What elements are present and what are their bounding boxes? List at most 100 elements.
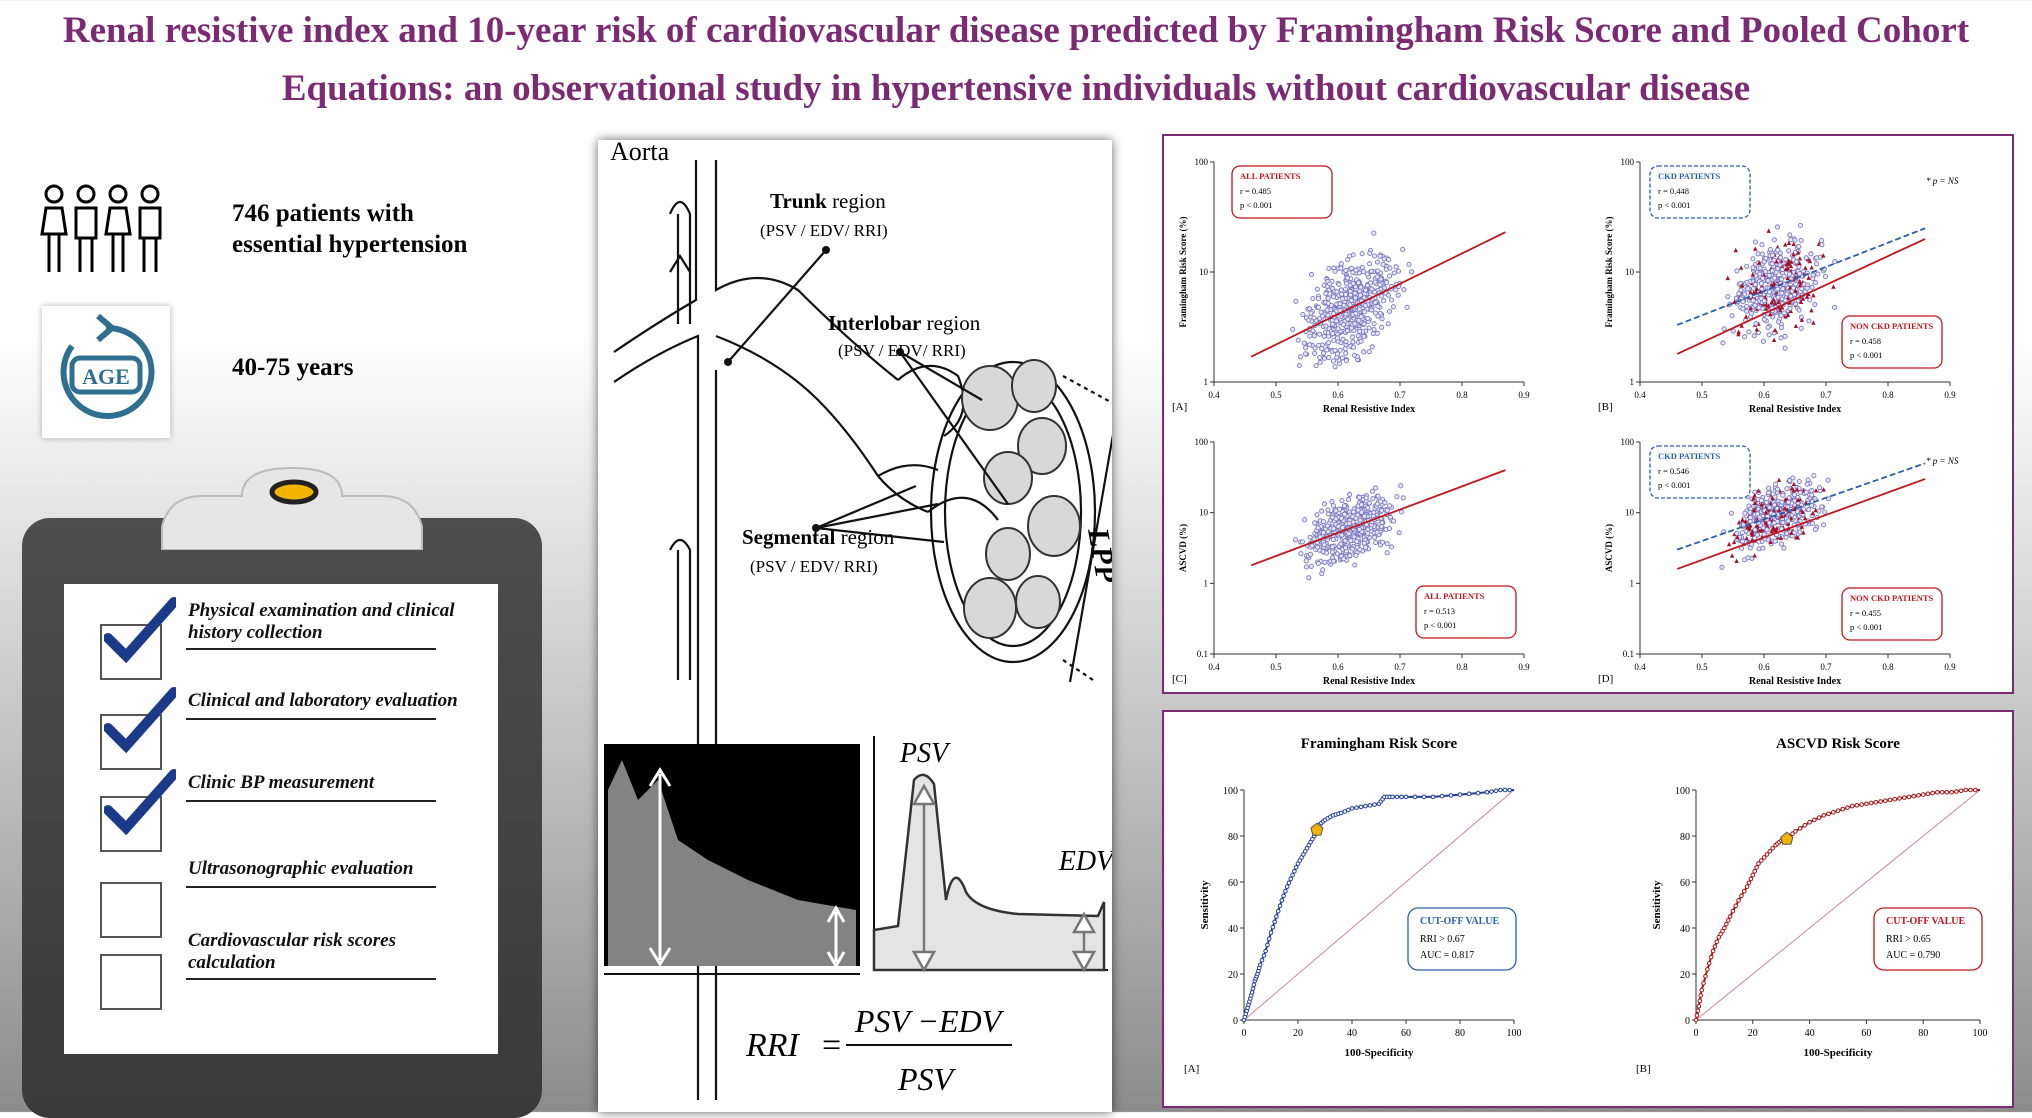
cutoff-box-frame	[1407, 907, 1517, 971]
roc-point	[1859, 802, 1864, 807]
data-point	[1783, 534, 1789, 540]
data-point	[1398, 483, 1404, 489]
svg-text:(PSV / EDV/ RRI): (PSV / EDV/ RRI)	[760, 221, 888, 240]
regression-line	[1250, 231, 1506, 358]
roc-point	[1249, 990, 1255, 995]
data-point	[1365, 505, 1371, 511]
data-point	[1767, 246, 1773, 253]
data-point	[1788, 263, 1794, 269]
check-mark-icon	[103, 594, 179, 671]
data-point	[1370, 496, 1376, 502]
data-point	[1388, 544, 1395, 550]
data-point	[1774, 224, 1781, 230]
data-point	[1389, 297, 1395, 303]
roc-point	[1759, 858, 1764, 863]
data-point	[1341, 503, 1348, 509]
checklist-underline	[186, 978, 436, 980]
data-point	[1385, 321, 1391, 327]
roc-point	[1693, 1017, 1699, 1023]
data-point	[1374, 529, 1380, 535]
data-point	[1401, 287, 1407, 293]
data-point	[1342, 545, 1349, 551]
roc-chart: Framingham Risk Score 00 20 20 40 40 60 60 80 80 1…	[1184, 736, 1522, 1075]
stats-box-title: NON CKD PATIENTS	[1850, 593, 1934, 603]
y-tick-label: 1	[1630, 377, 1635, 387]
data-point	[1797, 256, 1803, 261]
data-point	[1822, 509, 1828, 515]
y-tick-label: 10	[1625, 267, 1635, 277]
data-point	[1320, 519, 1326, 525]
data-point	[1374, 330, 1380, 337]
data-point	[1800, 509, 1805, 514]
roc-point	[1752, 868, 1757, 874]
data-point	[1761, 531, 1767, 537]
data-point	[1325, 312, 1331, 318]
data-point	[1393, 287, 1399, 293]
data-point	[1752, 500, 1758, 506]
roc-point	[1342, 809, 1348, 814]
checkbox	[100, 882, 162, 938]
x-tick-label: 0.8	[1456, 662, 1468, 672]
data-point	[1387, 525, 1393, 532]
data-point	[1380, 261, 1386, 267]
data-point	[1321, 333, 1327, 339]
x-tick-label: 20	[1293, 1028, 1303, 1039]
data-point	[1343, 267, 1349, 274]
data-point	[1771, 337, 1777, 342]
roc-point	[1259, 957, 1265, 963]
x-tick-label: 0.4	[1634, 390, 1646, 400]
stats-box: CKD PATIENTS r = 0.448 p < 0.001	[1649, 165, 1751, 219]
stats-box-p: p < 0.001	[1424, 620, 1456, 630]
roc-point	[1699, 987, 1704, 993]
data-point	[1331, 526, 1337, 532]
panel-label: [A]	[1172, 401, 1187, 413]
data-point	[1351, 534, 1357, 540]
data-point	[1750, 265, 1756, 271]
data-point	[1339, 497, 1345, 504]
data-point	[1744, 535, 1749, 541]
data-point	[1809, 284, 1815, 290]
data-point	[1779, 541, 1785, 547]
stats-box: ALL PATIENTS r = 0.513 p < 0.001	[1415, 585, 1517, 639]
data-point	[1342, 538, 1348, 544]
data-point	[1792, 492, 1798, 498]
data-point	[1816, 508, 1822, 514]
data-point	[1761, 316, 1767, 323]
data-point	[1748, 306, 1753, 311]
data-point	[1759, 242, 1765, 248]
data-point	[1332, 268, 1338, 274]
data-point	[1301, 340, 1307, 346]
data-point	[1324, 347, 1330, 353]
data-point	[1784, 291, 1790, 297]
x-tick-label: 80	[1455, 1028, 1465, 1039]
data-point	[1728, 510, 1735, 516]
stats-box-p: p < 0.001	[1850, 622, 1882, 632]
roc-point	[1744, 884, 1750, 889]
data-point	[1788, 237, 1794, 243]
checklist-underline	[186, 648, 436, 650]
y-tick-label: 10	[1199, 267, 1209, 277]
data-point	[1818, 237, 1825, 244]
roc-point	[1935, 790, 1940, 795]
roc-point	[1265, 942, 1270, 948]
data-point	[1799, 524, 1805, 529]
data-point	[1742, 334, 1748, 340]
data-point	[1777, 262, 1783, 268]
panel-label: [D]	[1598, 673, 1613, 685]
stats-box-title: CKD PATIENTS	[1658, 171, 1721, 181]
data-point	[1745, 525, 1750, 530]
data-point	[1772, 301, 1778, 306]
cutoff-box-auc: AUC = 0.817	[1420, 950, 1474, 961]
data-point	[1780, 286, 1786, 292]
data-point	[1323, 290, 1329, 297]
data-point	[1325, 511, 1331, 517]
roc-point	[1257, 962, 1263, 968]
data-point	[1356, 526, 1362, 532]
cutoff-box-title: CUT-OFF VALUE	[1420, 916, 1500, 927]
data-point	[1794, 508, 1800, 514]
roc-point	[1261, 953, 1267, 958]
data-point	[1363, 495, 1369, 501]
data-point	[1805, 477, 1811, 483]
data-point	[1800, 296, 1806, 301]
data-point	[1350, 339, 1356, 345]
